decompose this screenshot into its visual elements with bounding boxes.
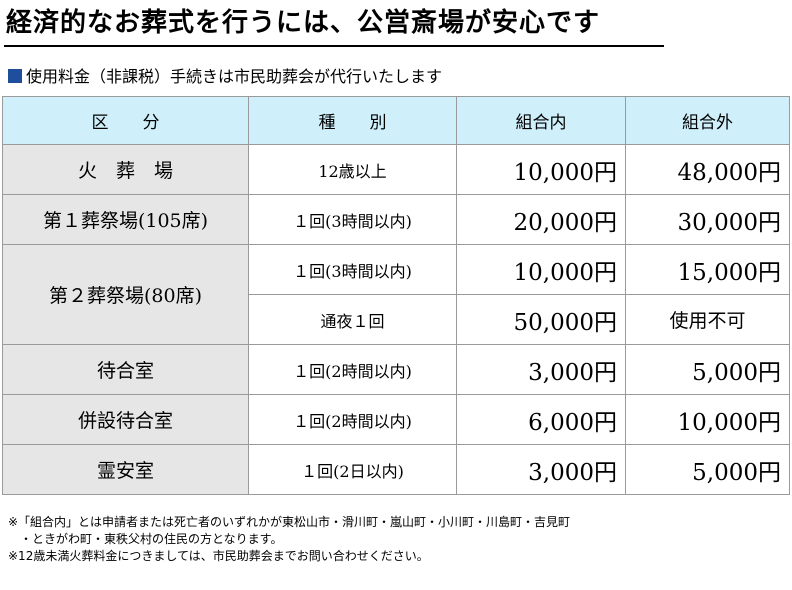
type-cell: 通夜１回	[248, 294, 457, 345]
type-cell: １回(2時間以内)	[248, 344, 457, 395]
facility-cell: 火 葬 場	[2, 144, 249, 195]
type-cell: 12歳以上	[248, 144, 457, 195]
section-heading: 使用料金（非課税）手続きは市民助葬会が代行いたします	[8, 66, 442, 88]
table-row: 併設待合室 １回(2時間以内) 6,000円 10,000円	[2, 394, 790, 445]
header-inside: 組合内	[456, 96, 626, 145]
inside-fee-cell: 3,000円	[456, 444, 626, 495]
page-title: 経済的なお葬式を行うには、公営斎場が安心です	[6, 8, 601, 38]
header-category: 区 分	[2, 96, 249, 145]
outside-fee-cell: 48,000円	[625, 144, 790, 195]
inside-fee-cell: 10,000円	[456, 244, 626, 295]
footnote-line: ※12歳未満火葬料金につきましては、市民助葬会までお問い合わせください。	[8, 549, 429, 563]
outside-fee-cell: 5,000円	[625, 344, 790, 395]
table-row: 霊安室 １回(2日以内) 3,000円 5,000円	[2, 444, 790, 495]
outside-fee-cell: 5,000円	[625, 444, 790, 495]
header-outside: 組合外	[625, 96, 790, 145]
table-row: 火 葬 場 12歳以上 10,000円 48,000円	[2, 144, 790, 195]
square-bullet-icon	[8, 69, 22, 83]
type-cell: １回(3時間以内)	[248, 244, 457, 295]
facility-cell: 第１葬祭場(105席)	[2, 194, 249, 245]
facility-cell: 併設待合室	[2, 394, 249, 445]
table-row: 待合室 １回(2時間以内) 3,000円 5,000円	[2, 344, 790, 395]
footnote-line: ※「組合内」とは申請者または死亡者のいずれかが東松山市・滑川町・嵐山町・小川町・…	[8, 515, 571, 529]
fee-table: 区 分 種 別 組合内 組合外 火 葬 場 12歳以上 10,000円 48,0…	[2, 96, 790, 495]
inside-fee-cell: 50,000円	[456, 294, 626, 345]
inside-fee-cell: 10,000円	[456, 144, 626, 195]
type-cell: １回(2日以内)	[248, 444, 457, 495]
facility-cell: 待合室	[2, 344, 249, 395]
table-row: 第２葬祭場(80席) １回(3時間以内) 10,000円 15,000円	[2, 244, 790, 345]
outside-fee-cell: 15,000円	[625, 244, 790, 295]
table-row: 通夜１回 50,000円 使用不可	[3, 294, 790, 345]
type-cell: １回(3時間以内)	[248, 194, 457, 245]
inside-fee-cell: 3,000円	[456, 344, 626, 395]
outside-fee-cell: 使用不可	[625, 294, 790, 345]
table-row: 第１葬祭場(105席) １回(3時間以内) 20,000円 30,000円	[2, 194, 790, 245]
type-cell: １回(2時間以内)	[248, 394, 457, 445]
outside-fee-cell: 30,000円	[625, 194, 790, 245]
facility-cell: 霊安室	[2, 444, 249, 495]
inside-fee-cell: 6,000円	[456, 394, 626, 445]
section-heading-text: 使用料金（非課税）手続きは市民助葬会が代行いたします	[26, 67, 443, 86]
footnote-line: ・ときがわ町・東秩父村の住民の方となります。	[8, 532, 283, 546]
outside-fee-cell: 10,000円	[625, 394, 790, 445]
table-header-row: 区 分 種 別 組合内 組合外	[2, 96, 790, 145]
inside-fee-cell: 20,000円	[456, 194, 626, 245]
footnotes: ※「組合内」とは申請者または死亡者のいずれかが東松山市・滑川町・嵐山町・小川町・…	[8, 514, 570, 565]
facility-cell: 第２葬祭場(80席)	[2, 244, 249, 345]
title-underline	[4, 45, 664, 47]
header-type: 種 別	[248, 96, 457, 145]
